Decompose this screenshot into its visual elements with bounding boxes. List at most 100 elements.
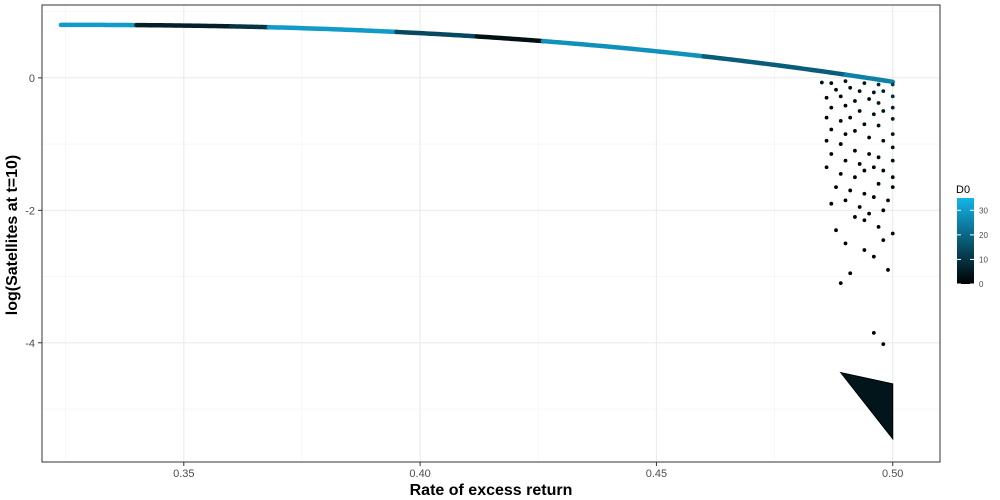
- data-point: [862, 191, 867, 196]
- data-point: [843, 103, 848, 108]
- y-tick-label: -4: [25, 338, 35, 350]
- data-point: [876, 123, 881, 128]
- data-point: [867, 135, 872, 140]
- data-point: [886, 198, 890, 203]
- curve-segment: [474, 34, 546, 44]
- data-point: [834, 185, 838, 190]
- data-point: [857, 162, 862, 166]
- legend-ticks: 0 10 20 30: [957, 206, 988, 289]
- data-point: [853, 99, 857, 103]
- data-point: [829, 127, 834, 132]
- data-point: [876, 155, 881, 160]
- curve-segment: [843, 72, 895, 85]
- data-point: [862, 218, 867, 223]
- data-point: [819, 80, 824, 85]
- data-point: [871, 90, 876, 95]
- dense-cluster-area: [839, 371, 894, 441]
- x-tick-label: 0.50: [882, 468, 903, 480]
- data-point: [890, 145, 895, 150]
- data-point: [890, 132, 895, 137]
- curve-segment: [540, 38, 706, 59]
- x-tick-label: 0.45: [646, 468, 667, 480]
- data-point: [881, 168, 886, 173]
- data-point: [843, 158, 848, 163]
- legend-colorbar: [957, 198, 974, 284]
- data-point: [853, 175, 857, 180]
- data-point: [853, 128, 857, 133]
- data-point: [890, 94, 895, 99]
- data-point: [890, 82, 895, 87]
- data-point: [876, 224, 881, 229]
- data-point: [857, 109, 862, 113]
- data-point: [829, 201, 834, 206]
- data-point: [824, 165, 829, 170]
- data-point: [890, 105, 895, 110]
- data-point: [838, 171, 843, 176]
- data-point: [867, 211, 872, 216]
- data-point: [829, 152, 834, 156]
- data-point: [843, 132, 848, 137]
- data-point: [881, 109, 886, 113]
- x-axis-title: Rate of excess return: [410, 482, 573, 499]
- data-point: [838, 281, 843, 286]
- data-point: [876, 82, 881, 87]
- legend-tick-label: 20: [979, 231, 988, 240]
- data-point: [848, 85, 853, 90]
- data-point: [857, 89, 862, 94]
- data-point: [890, 185, 895, 190]
- data-point: [829, 105, 834, 110]
- data-curve: [58, 22, 895, 85]
- curve-segment: [394, 29, 480, 39]
- x-tick-label: 0.35: [173, 468, 194, 480]
- data-point: [848, 115, 853, 120]
- data-point: [867, 97, 872, 101]
- data-point: [890, 231, 895, 236]
- data-point: [881, 89, 886, 94]
- data-point: [862, 248, 867, 252]
- data-points: [819, 79, 895, 347]
- y-tick-label: -2: [25, 205, 35, 217]
- data-point: [871, 112, 876, 117]
- data-point: [871, 330, 876, 335]
- legend-tick-label: 10: [979, 255, 988, 264]
- data-point: [834, 228, 838, 233]
- data-point: [862, 168, 867, 173]
- data-point: [834, 87, 838, 92]
- x-axis-ticks: 0.35 0.40 0.45 0.50: [173, 462, 903, 480]
- data-point: [838, 94, 843, 99]
- data-point: [867, 152, 872, 156]
- legend-tick-label: 30: [979, 206, 988, 215]
- data-point: [890, 117, 895, 121]
- curve-segment: [134, 22, 234, 29]
- legend-tick-label: 0: [979, 280, 984, 289]
- data-point: [853, 215, 857, 219]
- data-point: [876, 181, 881, 186]
- data-point: [876, 101, 881, 105]
- data-point: [857, 205, 862, 209]
- data-point: [843, 241, 848, 246]
- data-point: [881, 238, 886, 243]
- data-point: [862, 122, 867, 127]
- curve-segment: [228, 24, 272, 30]
- data-point: [871, 254, 876, 259]
- data-point: [881, 208, 886, 213]
- y-axis-ticks: 0 -2 -4: [25, 73, 42, 350]
- data-point: [881, 138, 886, 143]
- data-point: [890, 158, 895, 163]
- data-point: [862, 81, 867, 86]
- data-point: [848, 271, 853, 276]
- data-point: [871, 165, 876, 170]
- color-legend: D0 0 10 20 30: [956, 184, 988, 289]
- data-point: [871, 195, 876, 199]
- data-point: [886, 268, 890, 272]
- data-point: [824, 138, 829, 143]
- data-point: [838, 142, 843, 146]
- data-point: [824, 95, 829, 100]
- y-axis-title: log(Satellites at t=10): [4, 155, 21, 316]
- dense-point-cluster: [839, 371, 894, 441]
- x-tick-label: 0.40: [409, 468, 430, 480]
- data-point: [843, 79, 848, 84]
- data-point: [890, 175, 895, 180]
- data-point: [848, 188, 853, 193]
